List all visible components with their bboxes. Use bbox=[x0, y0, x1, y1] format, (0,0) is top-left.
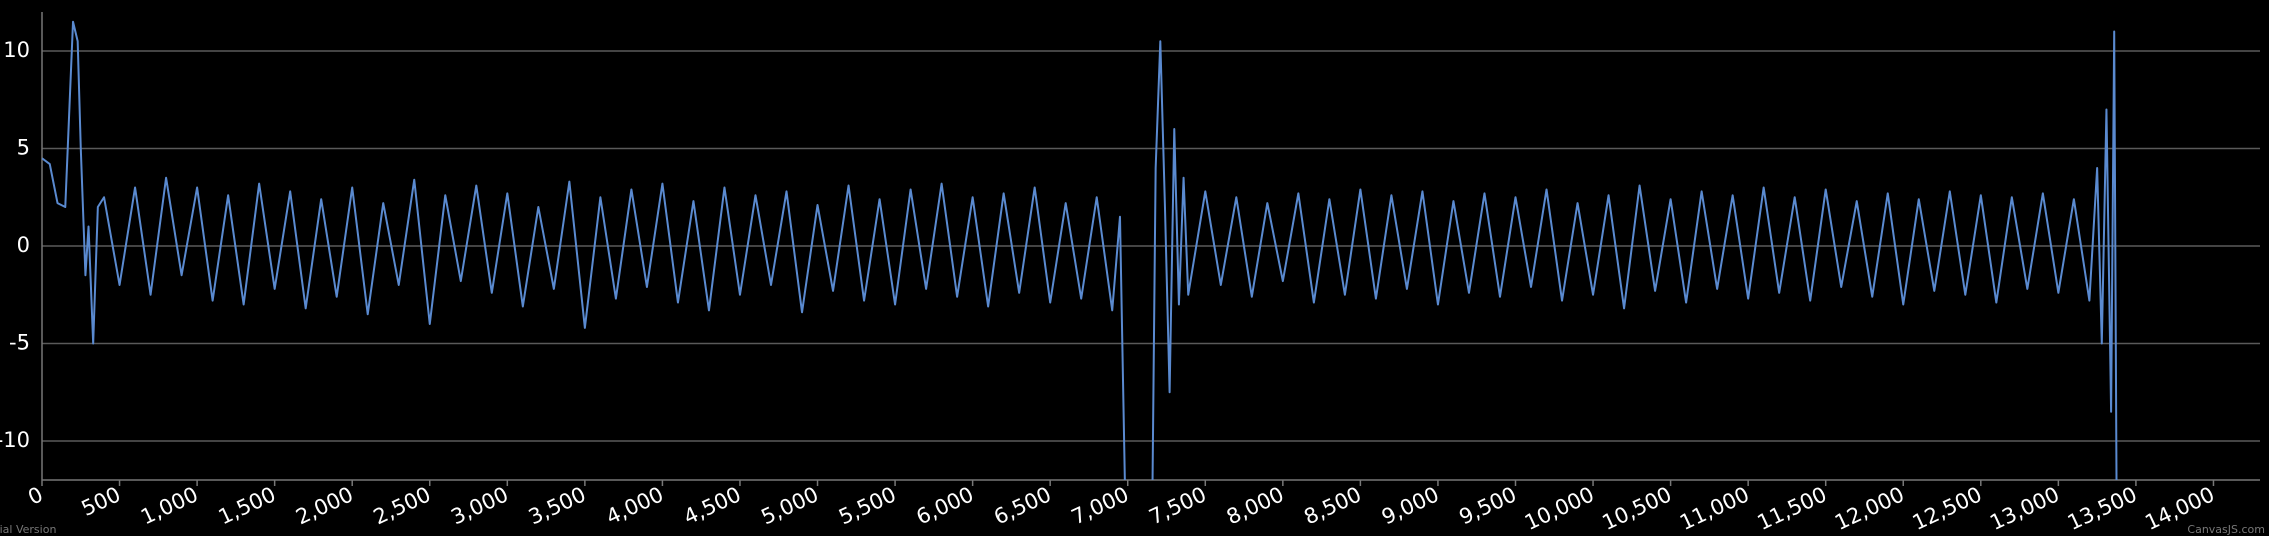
y-tick-label: 5 bbox=[17, 136, 30, 160]
x-tick-label: 10,500 bbox=[1599, 482, 1676, 535]
y-tick-label: 0 bbox=[17, 233, 30, 257]
x-tick-label: 7,500 bbox=[1145, 482, 1210, 529]
x-tick-label: 12,500 bbox=[1909, 482, 1986, 535]
y-tick-label: 10 bbox=[3, 38, 30, 62]
x-tick-label: 1,500 bbox=[215, 482, 280, 529]
plot-area bbox=[42, 20, 2118, 480]
x-tick-label: 13,500 bbox=[2064, 482, 2141, 535]
x-tick-label: 5,000 bbox=[758, 482, 823, 529]
x-tick-label: 500 bbox=[78, 482, 124, 521]
x-tick-label: 2,000 bbox=[292, 482, 357, 529]
x-tick-label: 6,500 bbox=[990, 482, 1055, 529]
data-line bbox=[42, 20, 2118, 480]
x-tick-label: 13,000 bbox=[1986, 482, 2063, 535]
grid bbox=[42, 50, 2260, 442]
y-tick-label: -5 bbox=[9, 331, 30, 355]
x-tick-label: 2,500 bbox=[370, 482, 435, 529]
x-tick-label: 10,000 bbox=[1521, 482, 1598, 535]
x-tick-label: 1,000 bbox=[137, 482, 202, 529]
watermark: Trial Version bbox=[0, 523, 56, 536]
x-tick-label: 7,000 bbox=[1068, 482, 1133, 529]
x-tick-label: 9,000 bbox=[1378, 482, 1443, 529]
x-tick-label: 3,000 bbox=[447, 482, 512, 529]
x-tick-label: 8,000 bbox=[1223, 482, 1288, 529]
x-tick-label: 11,500 bbox=[1754, 482, 1831, 535]
x-tick-label: 11,000 bbox=[1676, 482, 1753, 535]
x-tick-label: 6,000 bbox=[913, 482, 978, 529]
x-tick-label: 9,500 bbox=[1456, 482, 1521, 529]
y-tick-label: -10 bbox=[0, 428, 30, 452]
x-tick-label: 4,000 bbox=[602, 482, 667, 529]
x-tick-label: 4,500 bbox=[680, 482, 745, 529]
x-tick-label: 12,000 bbox=[1831, 482, 1908, 535]
x-tick-label: 3,500 bbox=[525, 482, 590, 529]
x-tick-label: 0 bbox=[24, 482, 46, 509]
watermark: CanvasJS.com bbox=[2187, 523, 2265, 536]
x-tick-label: 8,500 bbox=[1300, 482, 1365, 529]
x-tick-label: 5,500 bbox=[835, 482, 900, 529]
